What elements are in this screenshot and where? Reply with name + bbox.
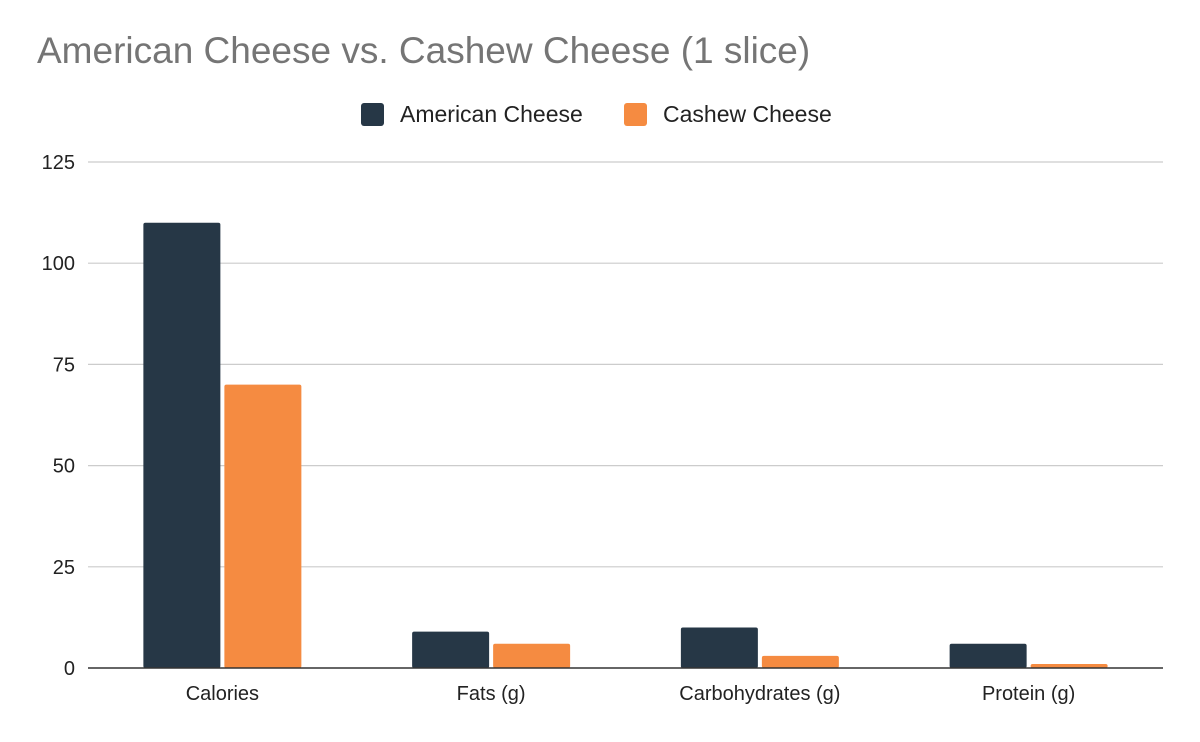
legend-swatch-american-cheese xyxy=(361,102,384,126)
x-tick-label-2: Carbohydrates (g) xyxy=(679,683,840,705)
x-tick-label-0: Calories xyxy=(186,683,259,705)
bar-american-cheese-carbohydrates-g xyxy=(680,627,758,668)
legend: American Cheese Cashew Cheese xyxy=(0,99,1200,129)
bar-american-cheese-fats-g xyxy=(412,631,490,668)
legend-label-american-cheese: American Cheese xyxy=(400,100,583,127)
y-tick-label-100: 100 xyxy=(42,253,75,275)
y-tick-label-0: 0 xyxy=(64,658,75,680)
x-tick-label-3: Protein (g) xyxy=(982,683,1075,705)
x-tick-label-1: Fats (g) xyxy=(457,683,526,705)
legend-label-cashew-cheese: Cashew Cheese xyxy=(663,100,832,127)
x-axis-ticks: Calories Fats (g) Carbohydrates (g) Protein… xyxy=(186,683,1076,705)
legend-item-cashew-cheese: Cashew Cheese xyxy=(624,99,832,129)
chart-title: American Cheese vs. Cashew Cheese (1 sli… xyxy=(37,30,811,71)
bar-cashew-cheese-carbohydrates-g xyxy=(761,655,839,668)
bar-american-cheese-calories xyxy=(143,222,221,668)
y-tick-label-125: 125 xyxy=(42,152,75,174)
legend-item-american-cheese: American Cheese xyxy=(361,99,583,129)
legend-swatch-cashew-cheese xyxy=(624,102,647,126)
y-tick-label-75: 75 xyxy=(53,354,75,376)
bar-american-cheese-protein-g xyxy=(949,643,1027,668)
y-tick-label-50: 50 xyxy=(53,456,75,478)
y-axis-ticks: 0 25 50 75 100 125 xyxy=(42,152,75,680)
bars xyxy=(143,222,1108,668)
bar-cashew-cheese-protein-g xyxy=(1030,663,1108,668)
bar-cashew-cheese-fats-g xyxy=(493,643,571,668)
bar-cashew-cheese-calories xyxy=(224,384,302,668)
y-tick-label-25: 25 xyxy=(53,557,75,579)
